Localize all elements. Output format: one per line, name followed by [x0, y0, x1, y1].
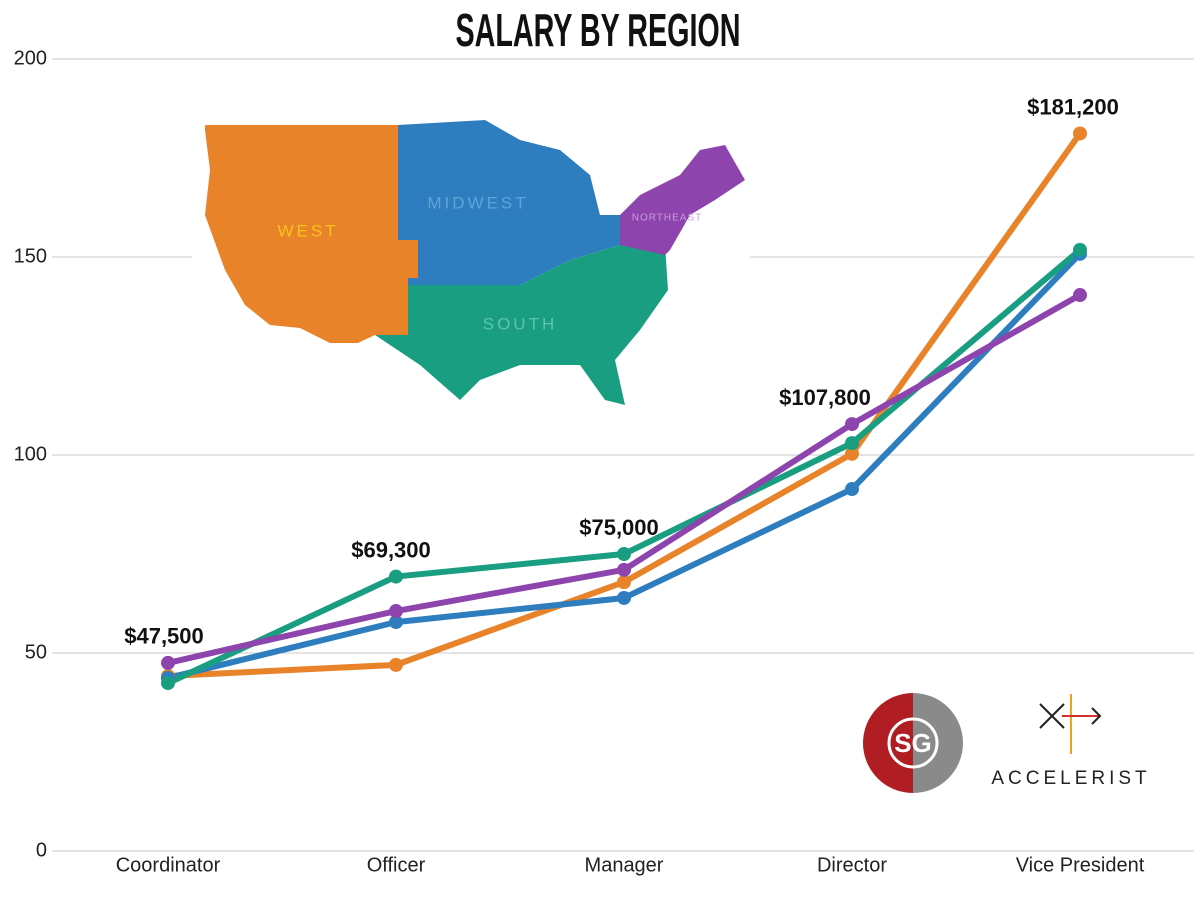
logo-accelerist: ACCELERIST	[991, 694, 1150, 789]
map-label: NORTHEAST	[632, 213, 703, 224]
data-point	[617, 575, 631, 590]
logo-stroke	[1091, 707, 1102, 725]
data-point	[389, 569, 403, 584]
x-tick-label: Officer	[367, 854, 426, 876]
data-point	[161, 655, 175, 670]
data-label: $107,800	[779, 385, 871, 410]
map-midwest	[398, 120, 620, 285]
data-label: $181,200	[1027, 94, 1119, 119]
map-northeast	[620, 145, 745, 255]
data-label: $69,300	[351, 537, 431, 562]
data-point	[617, 547, 631, 561]
y-tick-label: 150	[14, 245, 47, 267]
y-tick-label: 100	[14, 443, 47, 465]
x-tick-label: Vice President	[1016, 854, 1145, 876]
data-point	[389, 615, 403, 630]
map-label: WEST	[277, 221, 338, 240]
plot: $181,200 $69,300 $75,000 $47,500 $107,800	[124, 94, 1119, 691]
data-point	[845, 417, 859, 432]
map: WEST MIDWEST SOUTH NORTHEAST	[205, 120, 745, 405]
data-point	[1073, 242, 1087, 257]
logo-sg: SG	[863, 693, 963, 793]
data-point	[617, 590, 631, 605]
x-tick-label: Coordinator	[116, 854, 221, 876]
x-tick-label: Manager	[585, 854, 664, 876]
grid: 0 50 100 150 200 Coordinator Officer Manager Dir…	[14, 47, 1194, 876]
data-label: $75,000	[579, 515, 659, 540]
map-label: SOUTH	[483, 314, 558, 333]
data-point	[845, 436, 859, 451]
data-point	[161, 676, 175, 691]
data-point	[845, 482, 859, 497]
data-point	[1073, 288, 1087, 303]
y-tick-label: 50	[25, 641, 47, 663]
data-label: $47,500	[124, 624, 204, 649]
map-label: MIDWEST	[427, 193, 528, 212]
x-tick-label: Director	[817, 854, 887, 876]
map-west	[205, 125, 418, 343]
map-south	[375, 245, 668, 405]
data-point	[389, 657, 403, 672]
y-tick-label: 200	[14, 47, 47, 69]
y-tick-label: 0	[36, 839, 47, 861]
data-point	[845, 446, 859, 461]
data-point	[1073, 126, 1087, 141]
data-point	[617, 562, 631, 577]
logo-text: SG	[894, 728, 932, 758]
data-point	[389, 604, 403, 619]
chart-title: SALARY BY REGION	[456, 4, 741, 56]
logo-ring	[887, 717, 939, 769]
logo-text: ACCELERIST	[991, 768, 1150, 789]
logo-stroke	[1039, 703, 1065, 729]
